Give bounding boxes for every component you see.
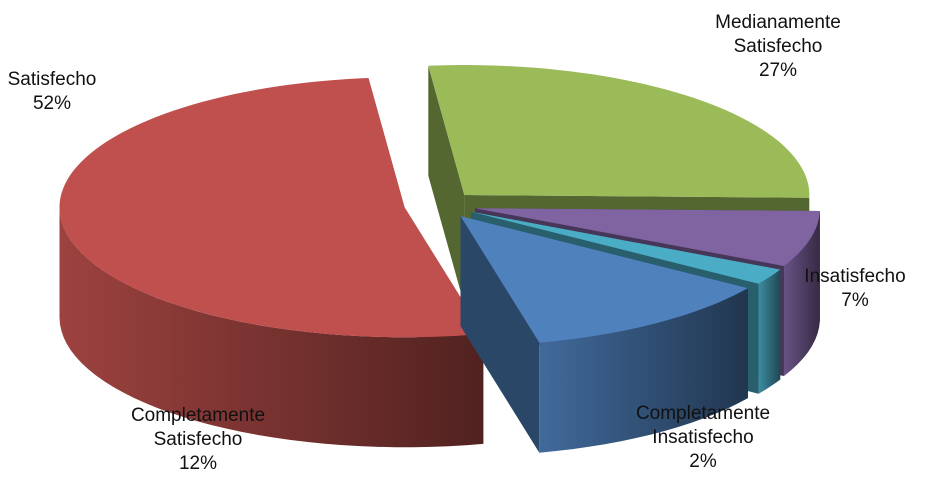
pie-slice — [460, 216, 748, 453]
pie-slice-top — [474, 208, 820, 267]
slice-name-label: Completamente — [131, 405, 265, 426]
pie-slice — [59, 77, 484, 448]
slice-value-label: 7% — [841, 290, 869, 311]
pie-slice-top — [59, 77, 484, 338]
slice-label: Medianamente Satisfecho 27% — [715, 12, 841, 81]
slice-name-label: Completamente — [636, 403, 770, 424]
pie-layer — [59, 65, 820, 453]
label-layer: Medianamente Satisfecho 27% Insatisfecho 7% C… — [8, 12, 906, 474]
pie-slice-top — [460, 216, 748, 343]
slice-label: Satisfecho 52% — [8, 69, 97, 114]
slice-label: Completamente Insatisfecho 2% — [636, 403, 770, 472]
pie-slice-wall — [428, 65, 465, 306]
slice-value-label: 27% — [759, 60, 797, 81]
pie-slice-top — [471, 211, 781, 284]
slice-name-label: Satisfecho — [734, 36, 823, 57]
pie-slice-side — [783, 210, 820, 377]
pie-slice-wall — [460, 216, 540, 453]
slice-name-label: Satisfecho — [154, 429, 243, 450]
pie-slice-top — [428, 65, 810, 198]
slice-name-label: Medianamente — [715, 12, 841, 33]
pie-slice-side — [758, 269, 781, 394]
slice-value-label: 52% — [33, 93, 71, 114]
slice-label: Insatisfecho 7% — [804, 266, 905, 311]
slice-value-label: 12% — [179, 453, 217, 474]
pie-slice-side — [539, 288, 748, 453]
slice-name-label: Satisfecho — [8, 69, 97, 90]
slice-value-label: 2% — [689, 451, 717, 472]
slice-name-label: Insatisfecho — [652, 427, 753, 448]
pie-slice-side — [59, 207, 484, 448]
slice-name-label: Insatisfecho — [804, 266, 905, 287]
slice-label: Completamente Satisfecho 12% — [131, 405, 265, 474]
